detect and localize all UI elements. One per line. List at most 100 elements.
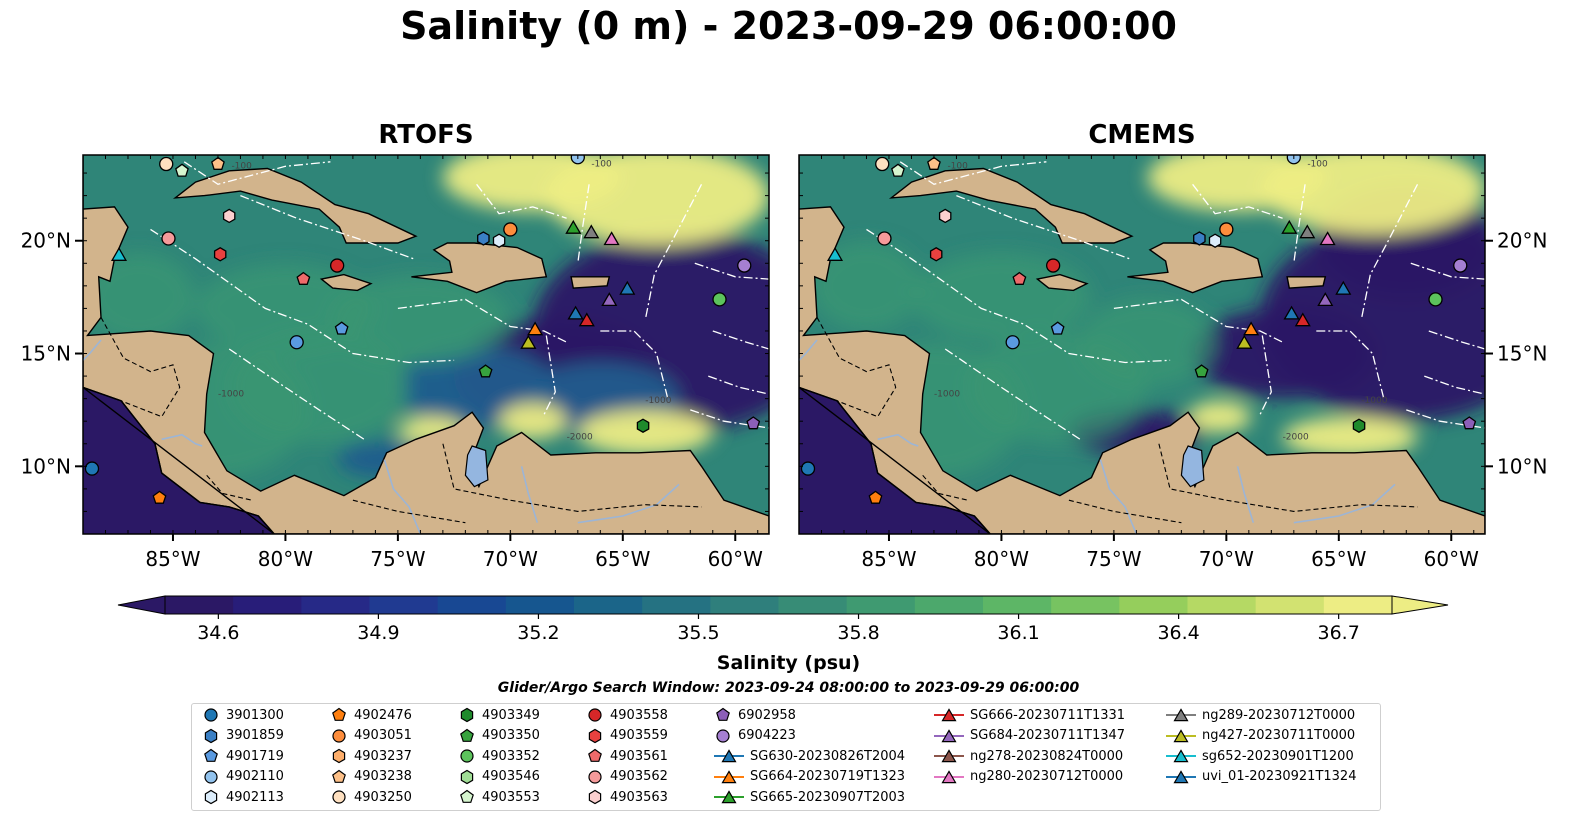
- land-jamaica: [319, 273, 373, 292]
- platform-marker-6904223: [737, 258, 752, 273]
- legend-item: uvi_01-20230921T1324: [1166, 767, 1356, 787]
- platform-marker-SG665: [565, 219, 582, 234]
- platform-marker-4902110: [1005, 335, 1020, 350]
- platform-marker-4903238: [211, 156, 225, 170]
- colorbar-segment: [1051, 596, 1120, 614]
- colorbar-segment: [642, 596, 711, 614]
- colorbar-segment: [778, 596, 848, 614]
- colorbar-segment: [165, 596, 234, 614]
- panel-title-rtofs: RTOFS: [378, 120, 474, 150]
- river: [83, 339, 102, 361]
- colorbar: [117, 595, 1449, 619]
- platform-marker-3901300: [84, 461, 100, 476]
- colorbar-tick-label: 35.2: [517, 622, 560, 644]
- lon-tick-label: 70°W: [1199, 547, 1254, 571]
- bathymetry-contour-label: -1000: [934, 389, 960, 399]
- legend-item: 4903558: [586, 705, 668, 725]
- legend-label: 4903559: [610, 728, 668, 743]
- legend-marker-icon: [332, 707, 346, 721]
- bathymetry-contour-label: -100: [591, 159, 612, 169]
- legend-item: 4903546: [458, 767, 540, 787]
- legend-label: 4903563: [610, 789, 668, 805]
- river: [383, 459, 422, 534]
- platform-marker-SG666: [578, 312, 595, 327]
- platform-marker-4902110: [289, 335, 304, 350]
- colorbar-segment: [914, 596, 984, 614]
- salinity-field-patch: [810, 240, 923, 331]
- legend-item: 4903237: [330, 746, 412, 766]
- platform-marker-3901300: [800, 461, 816, 476]
- legend-marker-icon: [934, 728, 964, 742]
- legend-marker-icon: [460, 789, 474, 803]
- legend-marker-icon: [204, 789, 218, 805]
- lon-tick-label: 60°W: [1424, 547, 1479, 571]
- platform-marker-ng427: [520, 334, 537, 349]
- platform-marker-4903350: [1194, 364, 1209, 378]
- river: [1099, 459, 1138, 534]
- river: [1293, 483, 1396, 524]
- lat-tick-label: 20°N: [1497, 229, 1547, 253]
- maritime-boundary: [690, 409, 769, 429]
- legend-marker-icon: [716, 728, 730, 743]
- legend-item: ng289-20230712T0000: [1166, 705, 1355, 725]
- bathymetry-contour-label: -100: [1307, 159, 1328, 169]
- map-figure: -100 -100-1000-1000-2000 -100 -100-1000-10…: [21, 154, 1547, 619]
- colorbar-segment: [1255, 596, 1325, 614]
- map-panel-cmems: -100 -100 -1000 -1000 -2000: [798, 154, 1486, 535]
- legend-label: SG666-20230711T1331: [970, 707, 1126, 723]
- colorbar-segment: [505, 596, 575, 614]
- maritime-boundary: [866, 228, 1171, 364]
- river: [577, 483, 680, 524]
- legend-marker-icon: [716, 707, 730, 721]
- bathymetry-contour-label: -1000: [218, 389, 244, 399]
- search-window-note: Glider/Argo Search Window: 2023-09-24 08…: [497, 680, 1080, 696]
- legend-marker-icon: [460, 749, 474, 763]
- legend-marker-icon: [588, 748, 602, 762]
- legend-label: 3901859: [226, 728, 284, 743]
- platform-marker-ng280: [1319, 231, 1336, 246]
- legend-label: 6902958: [738, 707, 796, 723]
- maritime-boundary: [543, 335, 556, 415]
- legend-marker-icon: [1166, 708, 1196, 722]
- platform-marker-ng289: [1299, 224, 1316, 239]
- figure-title: Salinity (0 m) - 2023-09-29 06:00:00: [400, 4, 1177, 48]
- legend-label: SG630-20230826T2004: [750, 748, 906, 764]
- bathymetry-contour-label: -2000: [567, 432, 593, 442]
- legend-label: 4903250: [354, 789, 412, 805]
- lon-tick-label: 60°W: [708, 547, 763, 571]
- legend-item: 4902476: [330, 705, 412, 725]
- platform-marker-4903561: [1012, 271, 1027, 285]
- colorbar-segment: [1187, 596, 1257, 614]
- legend-label: 4902476: [354, 707, 412, 723]
- axis-ticks: 85°W 80°W 75°W 70°W 65°W 60°W 10°N 15°N 20°N 85°W…: [21, 155, 1547, 571]
- colorbar-frame: [164, 595, 1393, 615]
- lon-tick-label: 65°W: [1311, 547, 1366, 571]
- legend-label: SG665-20230907T2003: [750, 789, 906, 805]
- platform-marker-SG664: [1243, 321, 1260, 336]
- colorbar-segment: [1323, 596, 1393, 614]
- legend-marker-icon: [204, 708, 218, 722]
- platform-marker-4903238: [927, 156, 941, 170]
- legend-label: 4903350: [482, 728, 540, 743]
- colorbar-tick-label: 36.4: [1157, 622, 1200, 644]
- maritime-boundary: [899, 161, 1047, 186]
- salinity-field-patch: [330, 274, 511, 365]
- legend-item: SG630-20230826T2004: [714, 746, 905, 766]
- colorbar-tick-label: 36.7: [1317, 622, 1360, 644]
- land-cuba: [172, 167, 418, 244]
- maritime-boundary: [944, 348, 1081, 440]
- maritime-boundary: [1424, 375, 1485, 395]
- legend-item: 4903352: [458, 746, 540, 766]
- platform-marker-uvi_01: [567, 305, 584, 320]
- platform-marker-SG665: [1281, 219, 1298, 234]
- legend-marker-icon: [204, 748, 218, 762]
- maritime-boundary: [644, 184, 703, 320]
- platform-marker-sg652: [110, 246, 128, 261]
- legend-item: 6904223: [714, 726, 796, 746]
- maritime-boundary: [712, 330, 769, 350]
- lon-tick-label: 75°W: [370, 547, 425, 571]
- legend-label: 4902110: [226, 769, 284, 784]
- lon-tick-label: 75°W: [1086, 547, 1141, 571]
- colorbar-segment: [301, 596, 371, 614]
- legend-label: ng289-20230712T0000: [1202, 707, 1356, 723]
